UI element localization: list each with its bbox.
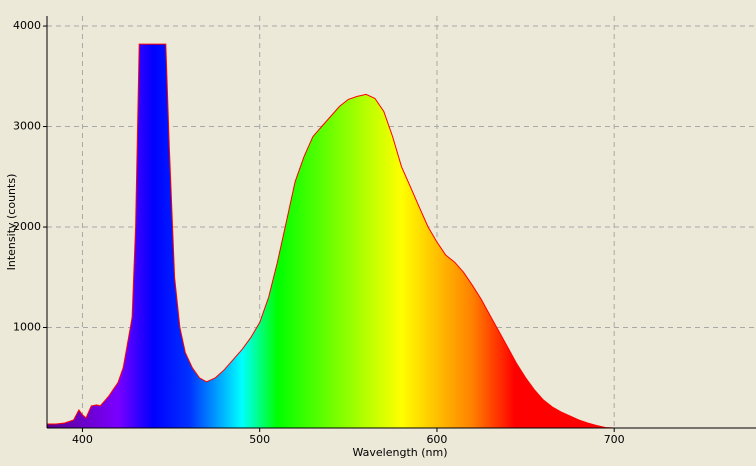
y-axis-label: Intensity (counts)	[5, 174, 18, 271]
y-tick-label: 2000	[13, 220, 41, 233]
y-tick-label: 1000	[13, 321, 41, 334]
y-tick-label: 4000	[13, 19, 41, 32]
x-tick-label: 400	[72, 433, 93, 446]
x-tick-label: 700	[604, 433, 625, 446]
x-axis-label: Wavelength (nm)	[352, 446, 447, 459]
spectrum-line	[47, 43, 756, 429]
x-tick-label: 500	[249, 433, 270, 446]
y-tick-label: 3000	[13, 120, 41, 133]
x-tick-label: 600	[426, 433, 447, 446]
spectrum-area	[47, 44, 756, 428]
